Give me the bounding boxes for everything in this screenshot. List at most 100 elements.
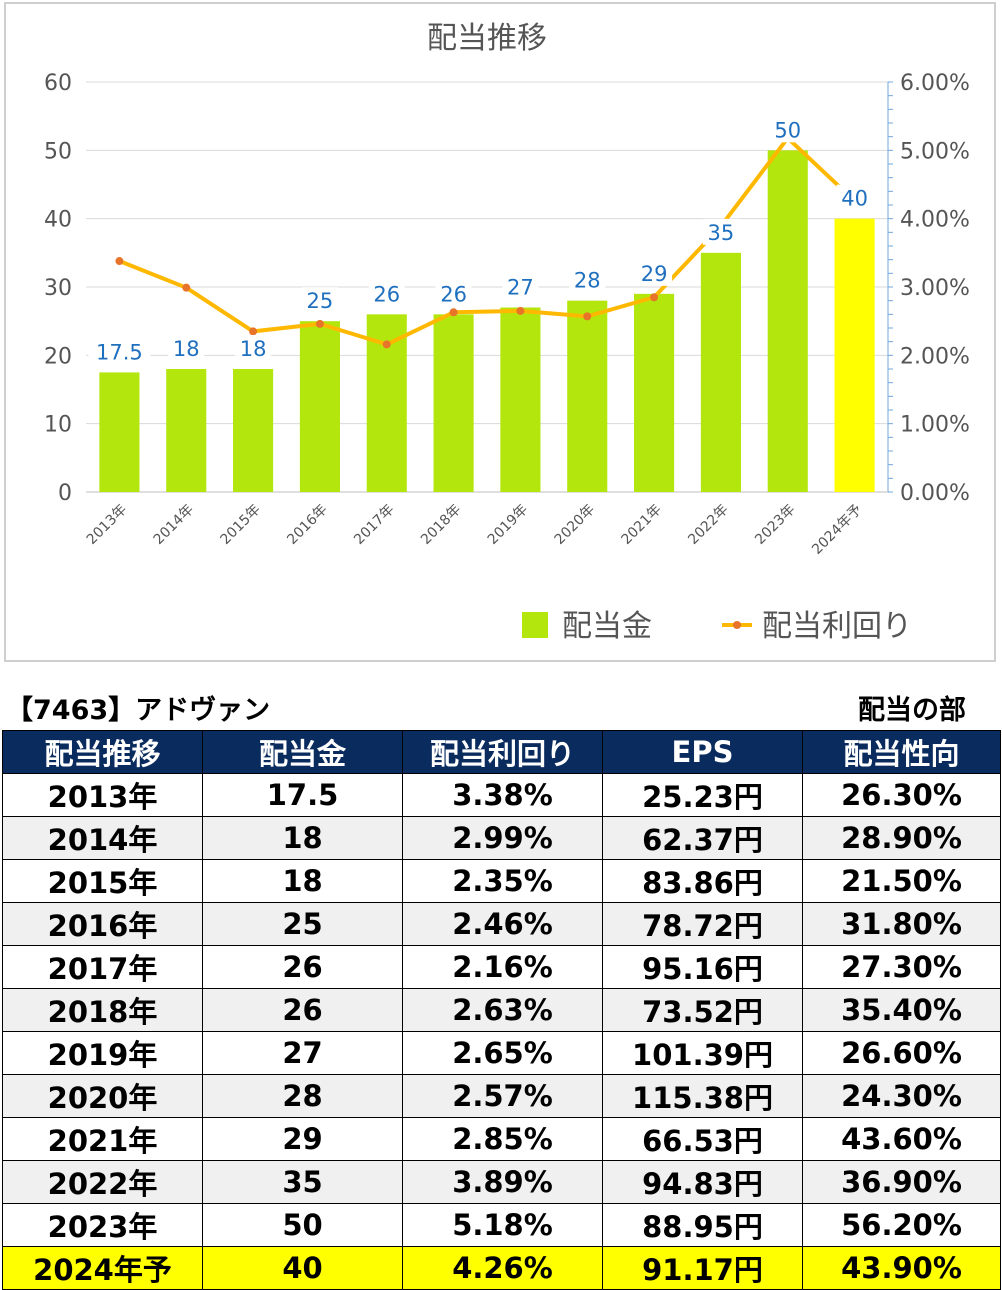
table-body: 2013年 17.5 3.38% 25.23円 26.30% 2014年 18 2.99% 62… xyxy=(2,773,1001,1290)
cell-payout: 27.30% xyxy=(802,945,1001,989)
bar xyxy=(634,293,675,492)
x-tick-label: 2015年 xyxy=(217,502,263,548)
bar xyxy=(767,150,808,493)
cell-dividend: 17.5 xyxy=(202,773,403,817)
cell-payout: 24.30% xyxy=(802,1074,1001,1118)
bar xyxy=(433,314,474,492)
cell-payout: 28.90% xyxy=(802,816,1001,860)
cell-dividend: 25 xyxy=(202,902,403,946)
data-label: 25 xyxy=(307,289,334,313)
data-label-bg xyxy=(235,335,272,361)
dividend-table: 配当推移 配当金 配当利回り EPS 配当性向 2013年 17.5 3.38% 25… xyxy=(2,730,1001,1290)
y2-tick-label: 4.00% xyxy=(900,208,970,233)
cell-year: 2019年 xyxy=(2,1031,203,1075)
data-label: 29 xyxy=(641,262,668,286)
yield-point xyxy=(583,312,592,321)
header-yield: 配当利回り xyxy=(402,730,603,774)
x-tick-label: 2017年 xyxy=(351,502,397,548)
cell-payout: 26.60% xyxy=(802,1031,1001,1075)
cell-yield: 3.38% xyxy=(402,773,603,817)
legend-label-bar: 配当金 xyxy=(562,609,652,644)
table-row: 2015年 18 2.35% 83.86円 21.50% xyxy=(2,859,1001,903)
bar xyxy=(99,372,140,492)
cell-year: 2015年 xyxy=(2,859,203,903)
cell-dividend: 26 xyxy=(202,945,403,989)
cell-payout: 36.90% xyxy=(802,1160,1001,1204)
data-label: 18 xyxy=(240,337,267,361)
cell-eps: 95.16円 xyxy=(602,945,803,989)
legend-label-line: 配当利回り xyxy=(762,609,912,644)
cell-payout: 26.30% xyxy=(802,773,1001,817)
data-label-bg xyxy=(769,116,806,143)
data-label: 17.5 xyxy=(96,340,143,364)
x-tick-label: 2013年 xyxy=(84,502,130,548)
yield-line xyxy=(118,136,856,347)
cell-year: 2016年 xyxy=(2,902,203,946)
cell-year: 2013年 xyxy=(2,773,203,817)
data-label-bg xyxy=(88,338,151,365)
cell-yield: 2.99% xyxy=(402,816,603,860)
y2-tick-label: 0.00% xyxy=(900,481,970,506)
cell-eps: 94.83円 xyxy=(602,1160,803,1204)
yield-point xyxy=(115,257,124,266)
cell-eps: 101.39円 xyxy=(602,1031,803,1075)
y-tick-label: 30 xyxy=(44,276,72,301)
cell-yield: 2.57% xyxy=(402,1074,603,1118)
cell-eps: 83.86円 xyxy=(602,859,803,903)
data-label-bg xyxy=(368,280,405,307)
cell-eps: 73.52円 xyxy=(602,988,803,1032)
cell-year: 2023年 xyxy=(2,1203,203,1247)
x-tick-label: 2016年 xyxy=(284,502,330,548)
x-tick-label: 2021年 xyxy=(618,502,664,548)
cell-year: 2018年 xyxy=(2,988,203,1032)
cell-yield: 2.63% xyxy=(402,988,603,1032)
table-row: 2021年 29 2.85% 66.53円 43.60% xyxy=(2,1117,1001,1161)
cell-year: 2017年 xyxy=(2,945,203,989)
chart-title: 配当推移 xyxy=(427,21,547,56)
cell-dividend: 27 xyxy=(202,1031,403,1075)
x-tick-label: 2023年 xyxy=(752,502,798,548)
cell-yield: 2.35% xyxy=(402,859,603,903)
dividend-chart: 配当推移 0 10 20 30 40 50 60 0.00% 1.00% 2.00% 3.00% 4.0… xyxy=(4,2,996,662)
y-tick-label: 60 xyxy=(44,71,72,96)
data-label-bg xyxy=(836,184,873,211)
bar xyxy=(567,300,608,492)
y-tick-label: 50 xyxy=(44,139,72,164)
cell-dividend: 40 xyxy=(202,1246,403,1290)
legend-marker xyxy=(733,621,741,629)
bar xyxy=(299,321,340,492)
cell-year: 2024年予 xyxy=(2,1246,203,1290)
cell-dividend: 18 xyxy=(202,816,403,860)
data-label: 26 xyxy=(373,282,400,306)
table-row: 2016年 25 2.46% 78.72円 31.80% xyxy=(2,902,1001,946)
yield-point xyxy=(249,327,258,336)
legend-swatch-bar xyxy=(522,612,548,638)
cell-yield: 2.65% xyxy=(402,1031,603,1075)
y2-tick-label: 5.00% xyxy=(900,139,970,164)
data-label-bg xyxy=(502,273,539,300)
cell-payout: 43.60% xyxy=(802,1117,1001,1161)
data-label-bg xyxy=(435,280,472,307)
table-row: 2017年 26 2.16% 95.16円 27.30% xyxy=(2,945,1001,989)
cell-yield: 5.18% xyxy=(402,1203,603,1247)
cell-payout: 43.90% xyxy=(802,1246,1001,1290)
data-label-bg xyxy=(168,335,205,361)
cell-yield: 4.26% xyxy=(402,1246,603,1290)
header-eps: EPS xyxy=(602,730,803,774)
x-tick-label: 2020年 xyxy=(552,502,598,548)
table-row: 2022年 35 3.89% 94.83円 36.90% xyxy=(2,1160,1001,1204)
cell-year: 2022年 xyxy=(2,1160,203,1204)
data-label: 35 xyxy=(708,221,735,245)
bar xyxy=(233,369,274,492)
table-row: 2024年予 40 4.26% 91.17円 43.90% xyxy=(2,1246,1001,1290)
cell-yield: 2.85% xyxy=(402,1117,603,1161)
cell-dividend: 35 xyxy=(202,1160,403,1204)
section-label: 配当の部 xyxy=(858,695,966,726)
cell-eps: 115.38円 xyxy=(602,1074,803,1118)
header-dividend: 配当金 xyxy=(202,730,403,774)
cell-payout: 21.50% xyxy=(802,859,1001,903)
company-label: 【7463】アドヴァン xyxy=(6,695,271,726)
table-row: 2023年 50 5.18% 88.95円 56.20% xyxy=(2,1203,1001,1247)
yield-point xyxy=(182,283,191,292)
chart-canvas: 配当推移 0 10 20 30 40 50 60 0.00% 1.00% 2.00% 3.00% 4.0… xyxy=(44,21,970,644)
